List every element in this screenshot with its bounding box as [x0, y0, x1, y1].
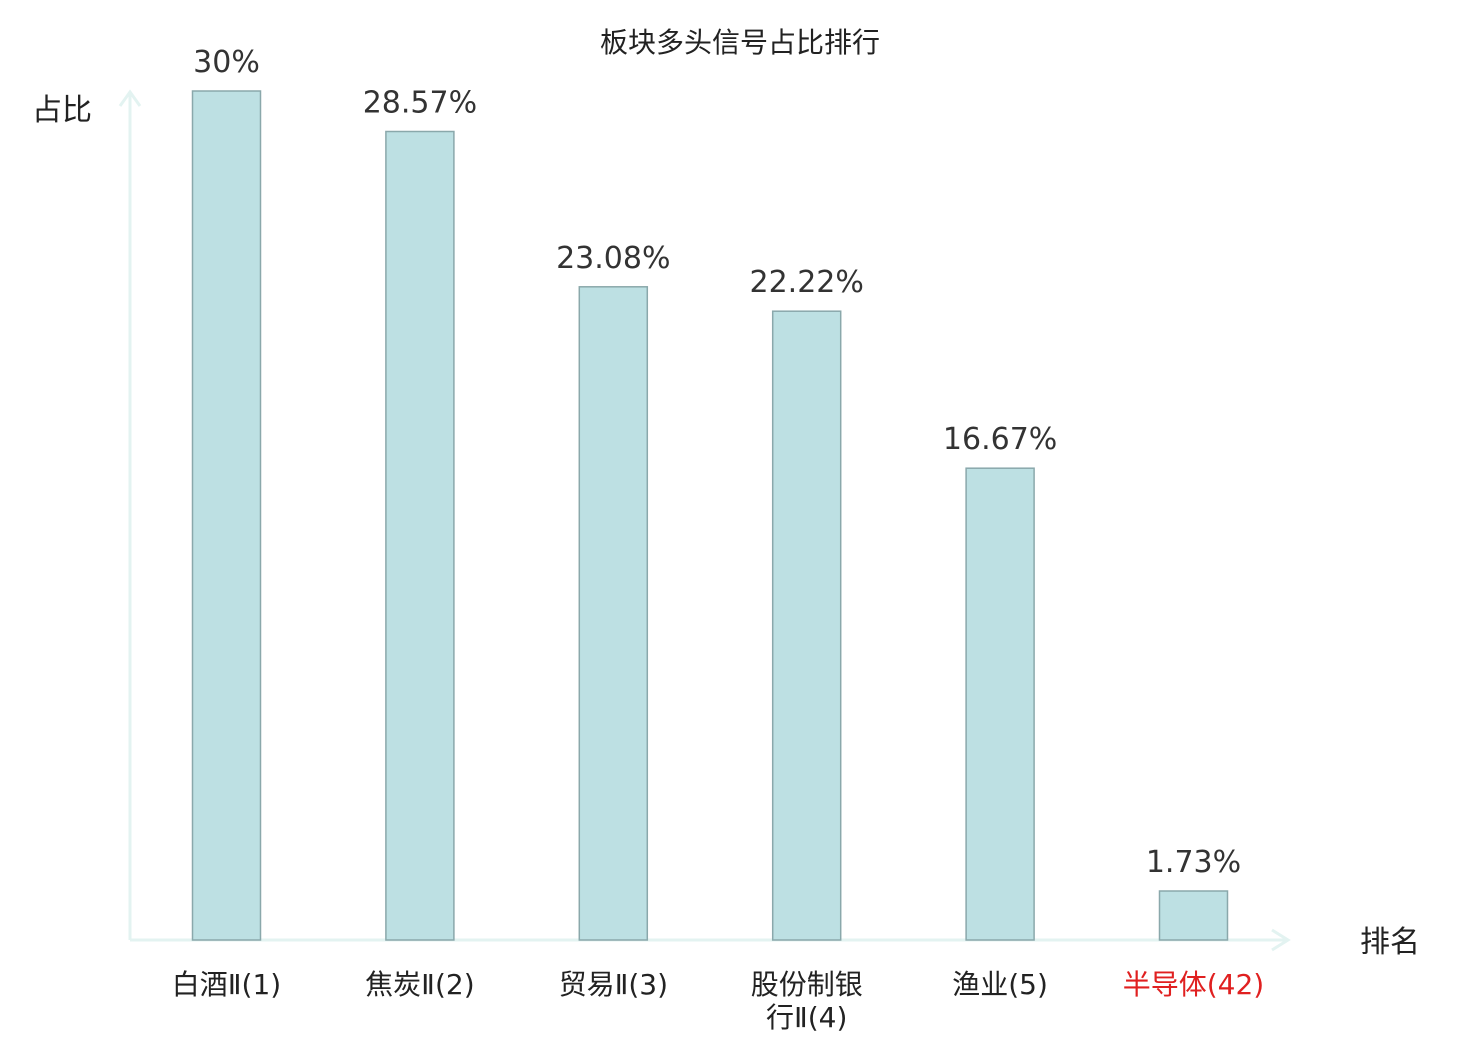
value-label-4: 22.22% [750, 265, 864, 300]
bar-4 [771, 310, 842, 941]
category-label-line: 行Ⅱ(4) [766, 1001, 847, 1034]
category-label-line: 贸易Ⅱ(3) [559, 968, 668, 1001]
category-label-line: 焦炭Ⅱ(2) [365, 968, 474, 1001]
value-label-2: 28.57% [363, 86, 477, 121]
bar-2 [385, 130, 455, 941]
y-axis-label: 占比 [32, 93, 92, 128]
bars-group [191, 90, 1229, 941]
category-label-3: 贸易Ⅱ(3) [559, 968, 668, 1001]
value-label-5: 16.67% [943, 422, 1057, 457]
category-label-6: 半导体(42) [1123, 968, 1264, 1001]
category-label-5: 渔业(5) [952, 968, 1048, 1001]
value-label-6: 1.73% [1146, 845, 1241, 880]
category-label-line: 半导体(42) [1123, 968, 1264, 1001]
x-axis-arrow [1271, 928, 1291, 952]
category-label-line: 白酒Ⅱ(1) [172, 968, 281, 1001]
chart-title: 板块多头信号占比排行 [600, 26, 880, 59]
category-label-2: 焦炭Ⅱ(2) [365, 968, 474, 1001]
category-label-1: 白酒Ⅱ(1) [172, 968, 281, 1001]
bar-5 [965, 467, 1035, 941]
category-label-line: 渔业(5) [952, 968, 1048, 1001]
category-label-4: 股份制银行Ⅱ(4) [751, 968, 863, 1034]
bar-1 [191, 90, 262, 941]
value-label-3: 23.08% [556, 241, 670, 276]
value-label-1: 30% [193, 45, 260, 80]
category-labels-group: 白酒Ⅱ(1) 焦炭Ⅱ(2) 贸易Ⅱ(3) 股份制银行Ⅱ(4) 渔业(5) 半导体(42) [172, 968, 1264, 1034]
y-axis-arrow [118, 89, 142, 107]
x-axis-label: 排名 [1360, 925, 1420, 960]
bar-6 [1158, 890, 1229, 941]
bar-3 [578, 286, 649, 941]
category-label-line: 股份制银 [751, 968, 863, 1001]
value-labels-group: 30% 28.57% 23.08% 22.22% 16.67% 1.73% [193, 45, 1241, 880]
